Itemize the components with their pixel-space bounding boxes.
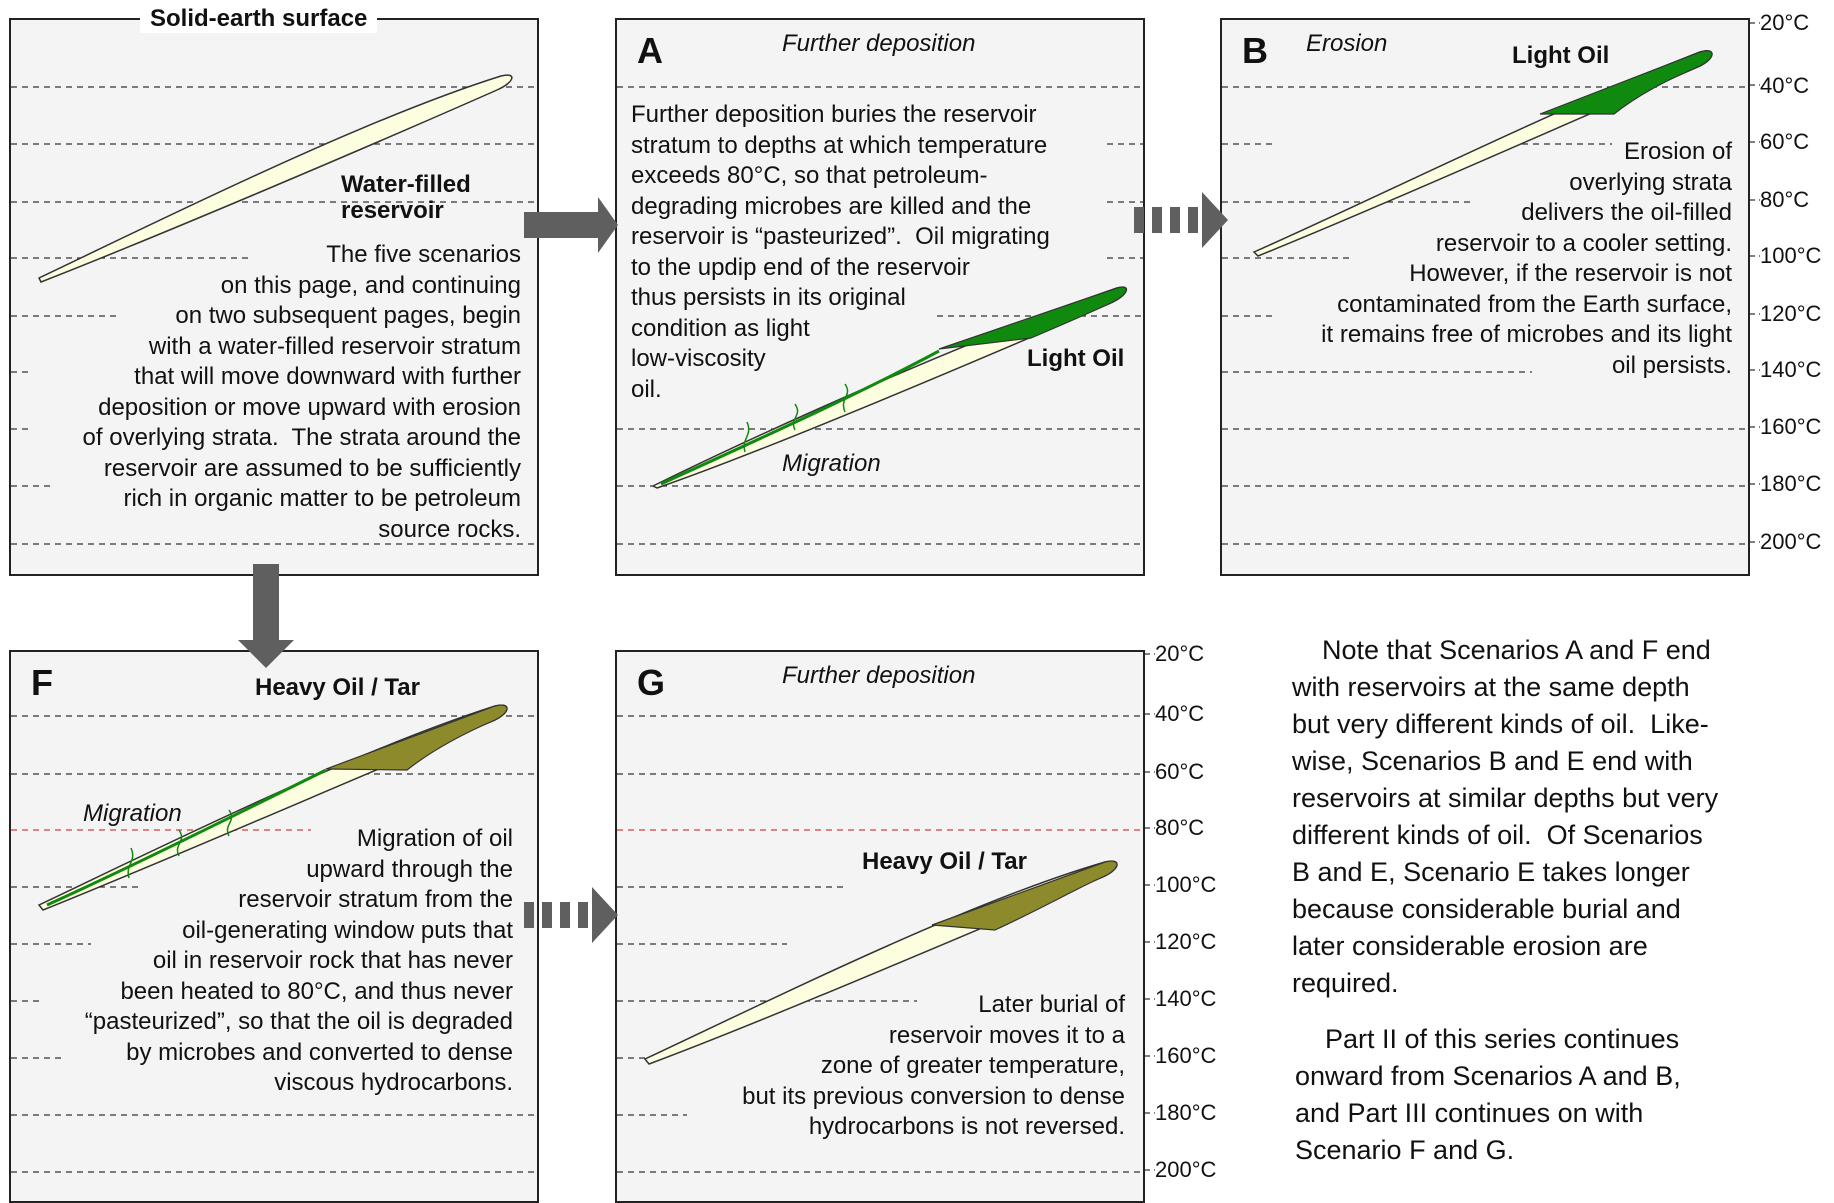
temp-label: 140°C: [1760, 357, 1822, 383]
panel-f-description: Migration of oil upward through the rese…: [84, 825, 513, 1096]
temp-label: 140°C: [1155, 986, 1217, 1012]
solid-arrow-right: [524, 197, 618, 253]
panel-initial-description: The five scenarios on this page, and con…: [82, 241, 521, 543]
temp-label: 100°C: [1155, 872, 1217, 898]
temp-label: 160°C: [1155, 1043, 1217, 1069]
heavy-oil-fill: [931, 860, 1118, 931]
panel-g: G Further deposition Heavy Oil / Tar Lat…: [615, 650, 1145, 1203]
panel-g-subtitle: Further deposition: [782, 662, 976, 689]
reservoir-lens: [37, 74, 513, 283]
solid-earth-surface-title: Solid-earth surface: [140, 5, 378, 33]
panel-a-description: Further deposition buries the reservoir …: [631, 101, 1050, 403]
temp-label: 40°C: [1760, 73, 1810, 99]
temp-label: 180°C: [1155, 1100, 1217, 1126]
temp-label: 60°C: [1760, 129, 1810, 155]
migration-label: Migration: [782, 450, 881, 477]
migration-path: [660, 349, 940, 486]
water-filled-reservoir-label: Water-filled reservoir: [341, 171, 471, 224]
dashed-arrow-right: [524, 887, 618, 943]
dashed-arrow-right: [1134, 192, 1228, 248]
panel-a-letter: A: [637, 30, 663, 71]
light-oil-label: Light Oil: [1027, 345, 1125, 372]
temp-label: 180°C: [1760, 471, 1822, 497]
temp-label: 20°C: [1155, 641, 1205, 667]
solid-arrow-down: [238, 564, 294, 668]
heavy-oil-fill: [325, 704, 508, 771]
panel-b: B Erosion Light Oil Erosion of overlying…: [1220, 18, 1750, 576]
panel-f-letter: F: [31, 662, 53, 703]
migration-path: [46, 768, 327, 907]
temp-label: 200°C: [1155, 1157, 1217, 1183]
panel-a-strata: [617, 86, 1143, 545]
temp-label: 60°C: [1155, 759, 1205, 785]
heavy-oil-tar-label: Heavy Oil / Tar: [862, 848, 1027, 875]
panel-b-letter: B: [1242, 30, 1268, 71]
panel-g-strata: [617, 715, 1143, 1173]
temp-label: 20°C: [1760, 10, 1810, 36]
panel-b-description: Erosion of overlying strata delivers the…: [1321, 138, 1732, 379]
panel-a-subtitle: Further deposition: [782, 30, 976, 57]
note-paragraph-2: Part II of this series continues onward …: [1295, 1024, 1681, 1165]
note-paragraph-1: Note that Scenarios A and F end with res…: [1292, 635, 1719, 998]
panel-f-strata: [11, 704, 537, 1173]
migration-label: Migration: [83, 800, 182, 827]
temp-label: 80°C: [1760, 187, 1810, 213]
temp-label: 120°C: [1760, 301, 1822, 327]
temp-label: 40°C: [1155, 701, 1205, 727]
panel-f: F Heavy Oil / Tar Migration Migration of…: [9, 650, 539, 1203]
panel-g-description: Later burial of reservoir moves it to a …: [742, 991, 1125, 1140]
panel-a: A Further deposition Further deposition …: [615, 18, 1145, 576]
temp-label: 100°C: [1760, 243, 1822, 269]
heavy-oil-tar-label: Heavy Oil / Tar: [255, 674, 420, 701]
panel-initial: Water-filled reservoir The five scenario…: [9, 18, 539, 576]
light-oil-fill: [1539, 50, 1713, 115]
panel-b-strata: [1222, 50, 1748, 545]
temp-label: 80°C: [1155, 815, 1205, 841]
light-oil-label: Light Oil: [1512, 42, 1610, 69]
temp-label: 120°C: [1155, 929, 1217, 955]
panel-initial-strata: [11, 74, 537, 545]
panel-g-letter: G: [637, 662, 666, 703]
panel-b-subtitle: Erosion: [1306, 30, 1388, 57]
temp-label: 160°C: [1760, 414, 1822, 440]
temp-label: 200°C: [1760, 529, 1822, 555]
light-oil-fill: [938, 286, 1127, 350]
